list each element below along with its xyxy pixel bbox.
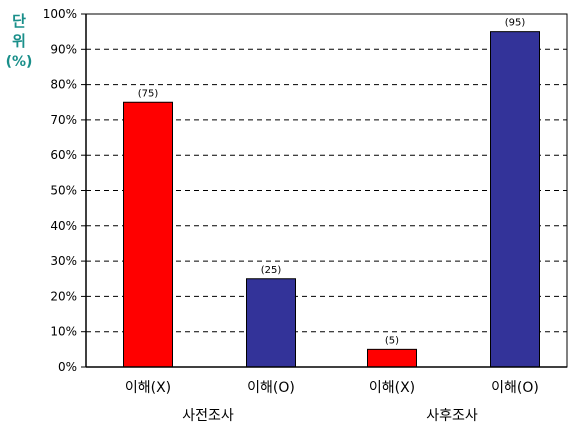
bar-data-label: (5) bbox=[385, 335, 399, 346]
bar-data-label: (75) bbox=[138, 88, 159, 99]
x-group-label: 사전조사 bbox=[182, 408, 234, 424]
bar bbox=[246, 278, 296, 368]
bar bbox=[367, 348, 417, 368]
x-category-label: 이해(O) bbox=[491, 380, 539, 396]
bar-data-label: (95) bbox=[505, 18, 526, 29]
y-tick-label: 90% bbox=[50, 42, 77, 56]
y-unit-label-line-1: 단 bbox=[12, 12, 26, 30]
x-category-label: 이해(O) bbox=[247, 380, 295, 396]
y-tick-label: 10% bbox=[50, 325, 77, 339]
y-unit-label-line-3: (%) bbox=[5, 54, 33, 70]
bar-data-label: (25) bbox=[261, 265, 282, 276]
y-tick-label: 30% bbox=[50, 254, 77, 268]
bar bbox=[490, 31, 540, 368]
bars bbox=[123, 31, 540, 368]
y-tick-label: 80% bbox=[50, 78, 77, 92]
y-tick-label: 100% bbox=[43, 7, 77, 21]
y-tick-label: 20% bbox=[50, 289, 77, 303]
y-tick-label: 70% bbox=[50, 113, 77, 127]
x-group-label: 사후조사 bbox=[426, 408, 478, 424]
bar bbox=[123, 101, 173, 368]
y-unit-label-line-2: 위 bbox=[12, 32, 26, 50]
labels: 0% 10% 20% 30% 40% 50% 60% 70% 80% 90% 100% (75) (25… bbox=[43, 7, 539, 424]
gridlines bbox=[86, 48, 567, 333]
y-tick-label: 40% bbox=[50, 219, 77, 233]
y-tick-label: 0% bbox=[58, 360, 77, 374]
y-tick-label: 50% bbox=[50, 184, 77, 198]
x-category-label: 이해(X) bbox=[125, 380, 171, 396]
y-tick-label: 60% bbox=[50, 148, 77, 162]
axes bbox=[81, 13, 568, 368]
x-category-label: 이해(X) bbox=[369, 380, 415, 396]
